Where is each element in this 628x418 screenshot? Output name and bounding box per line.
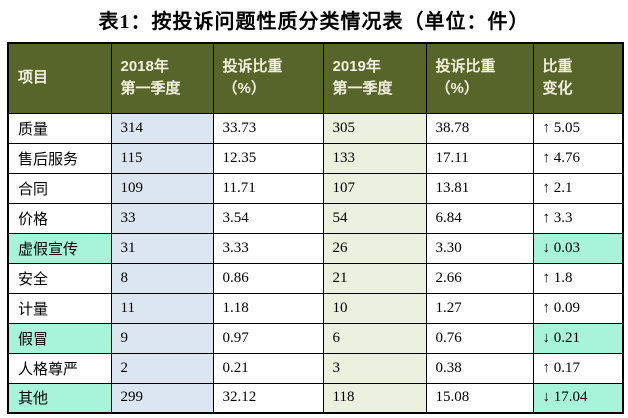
pct-2019-cell: 1.27 bbox=[425, 292, 534, 324]
count-2018-cell: 33 bbox=[110, 202, 214, 234]
count-2018-cell: 299 bbox=[110, 382, 214, 414]
count-2018-cell: 9 bbox=[110, 322, 214, 354]
change-cell: ↑ 0.09 bbox=[532, 292, 624, 324]
count-2019-cell: 21 bbox=[322, 262, 427, 294]
pct-2018-cell: 32.12 bbox=[212, 382, 324, 414]
pct-2018-cell: 1.18 bbox=[212, 292, 324, 324]
item-cell: 人格尊严 bbox=[7, 352, 112, 384]
count-2019-cell: 3 bbox=[322, 352, 427, 384]
item-cell: 质量 bbox=[7, 112, 112, 144]
pct-2019-cell: 6.84 bbox=[425, 202, 534, 234]
pct-2018-cell: 0.86 bbox=[212, 262, 324, 294]
table-row: 售后服务 115 12.35 133 17.11 ↑ 4.76 bbox=[7, 142, 624, 174]
header-change: 比重 变化 bbox=[532, 42, 624, 114]
table-row: 价格 33 3.54 54 6.84 ↑ 3.3 bbox=[7, 202, 624, 234]
change-cell: ↑ 1.8 bbox=[532, 262, 624, 294]
change-cell: ↑ 4.76 bbox=[532, 142, 624, 174]
table-row: 假冒 9 0.97 6 0.76 ↓ 0.21 bbox=[7, 322, 624, 354]
pct-2018-cell: 3.33 bbox=[212, 232, 324, 264]
table-row: 安全 8 0.86 21 2.66 ↑ 1.8 bbox=[7, 262, 624, 294]
count-2018-cell: 2 bbox=[110, 352, 214, 384]
table-row: 计量 11 1.18 10 1.27 ↑ 0.09 bbox=[7, 292, 624, 324]
count-2019-cell: 133 bbox=[322, 142, 427, 174]
pct-2019-cell: 3.30 bbox=[425, 232, 534, 264]
count-2018-cell: 31 bbox=[110, 232, 214, 264]
count-2019-cell: 10 bbox=[322, 292, 427, 324]
change-cell: ↑ 5.05 bbox=[532, 112, 624, 144]
pct-2019-cell: 15.08 bbox=[425, 382, 534, 414]
change-cell: ↓ 17.04 bbox=[532, 382, 624, 414]
header-pct-2018: 投诉比重 （%） bbox=[212, 42, 324, 114]
item-cell: 虚假宣传 bbox=[7, 232, 112, 264]
table-row: 其他 299 32.12 118 15.08 ↓ 17.04 bbox=[7, 382, 624, 414]
table-body: 质量 314 33.73 305 38.78 ↑ 5.05 售后服务 115 12.35 133 1… bbox=[7, 112, 624, 414]
header-2018-q1: 2018年 第一季度 bbox=[110, 42, 214, 114]
count-2018-cell: 115 bbox=[110, 142, 214, 174]
header-2019-q1: 2019年 第一季度 bbox=[322, 42, 427, 114]
pct-2019-cell: 13.81 bbox=[425, 172, 534, 204]
change-cell: ↑ 3.3 bbox=[532, 202, 624, 234]
count-2019-cell: 107 bbox=[322, 172, 427, 204]
count-2019-cell: 118 bbox=[322, 382, 427, 414]
table-row: 质量 314 33.73 305 38.78 ↑ 5.05 bbox=[7, 112, 624, 144]
pct-2018-cell: 11.71 bbox=[212, 172, 324, 204]
table-header: 项目 2018年 第一季度 投诉比重 （%） 2019年 第一季度 投诉比重 （… bbox=[7, 42, 624, 114]
change-cell: ↑ 2.1 bbox=[532, 172, 624, 204]
item-cell: 其他 bbox=[7, 382, 112, 414]
header-pct-2019: 投诉比重 （%） bbox=[425, 42, 534, 114]
item-cell: 售后服务 bbox=[7, 142, 112, 174]
change-cell: ↓ 0.03 bbox=[532, 232, 624, 264]
count-2019-cell: 305 bbox=[322, 112, 427, 144]
page-title: 表1：按投诉问题性质分类情况表（单位：件） bbox=[98, 11, 530, 33]
item-cell: 合同 bbox=[7, 172, 112, 204]
change-cell: ↓ 0.21 bbox=[532, 322, 624, 354]
pct-2019-cell: 2.66 bbox=[425, 262, 534, 294]
change-cell: ↑ 0.17 bbox=[532, 352, 624, 384]
count-2018-cell: 109 bbox=[110, 172, 214, 204]
count-2019-cell: 6 bbox=[322, 322, 427, 354]
item-cell: 价格 bbox=[7, 202, 112, 234]
complaints-table: 项目 2018年 第一季度 投诉比重 （%） 2019年 第一季度 投诉比重 （… bbox=[7, 42, 624, 414]
pct-2019-cell: 0.38 bbox=[425, 352, 534, 384]
count-2018-cell: 314 bbox=[110, 112, 214, 144]
item-cell: 计量 bbox=[7, 292, 112, 324]
pct-2018-cell: 3.54 bbox=[212, 202, 324, 234]
table-row: 虚假宣传 31 3.33 26 3.30 ↓ 0.03 bbox=[7, 232, 624, 264]
table-row: 合同 109 11.71 107 13.81 ↑ 2.1 bbox=[7, 172, 624, 204]
table-row: 人格尊严 2 0.21 3 0.38 ↑ 0.17 bbox=[7, 352, 624, 384]
pct-2018-cell: 0.21 bbox=[212, 352, 324, 384]
pct-2018-cell: 12.35 bbox=[212, 142, 324, 174]
count-2019-cell: 54 bbox=[322, 202, 427, 234]
header-item: 项目 bbox=[7, 42, 112, 114]
item-cell: 假冒 bbox=[7, 322, 112, 354]
count-2019-cell: 26 bbox=[322, 232, 427, 264]
count-2018-cell: 11 bbox=[110, 292, 214, 324]
item-cell: 安全 bbox=[7, 262, 112, 294]
header-row: 项目 2018年 第一季度 投诉比重 （%） 2019年 第一季度 投诉比重 （… bbox=[7, 42, 624, 114]
pct-2019-cell: 38.78 bbox=[425, 112, 534, 144]
pct-2019-cell: 0.76 bbox=[425, 322, 534, 354]
pct-2019-cell: 17.11 bbox=[425, 142, 534, 174]
count-2018-cell: 8 bbox=[110, 262, 214, 294]
pct-2018-cell: 33.73 bbox=[212, 112, 324, 144]
pct-2018-cell: 0.97 bbox=[212, 322, 324, 354]
